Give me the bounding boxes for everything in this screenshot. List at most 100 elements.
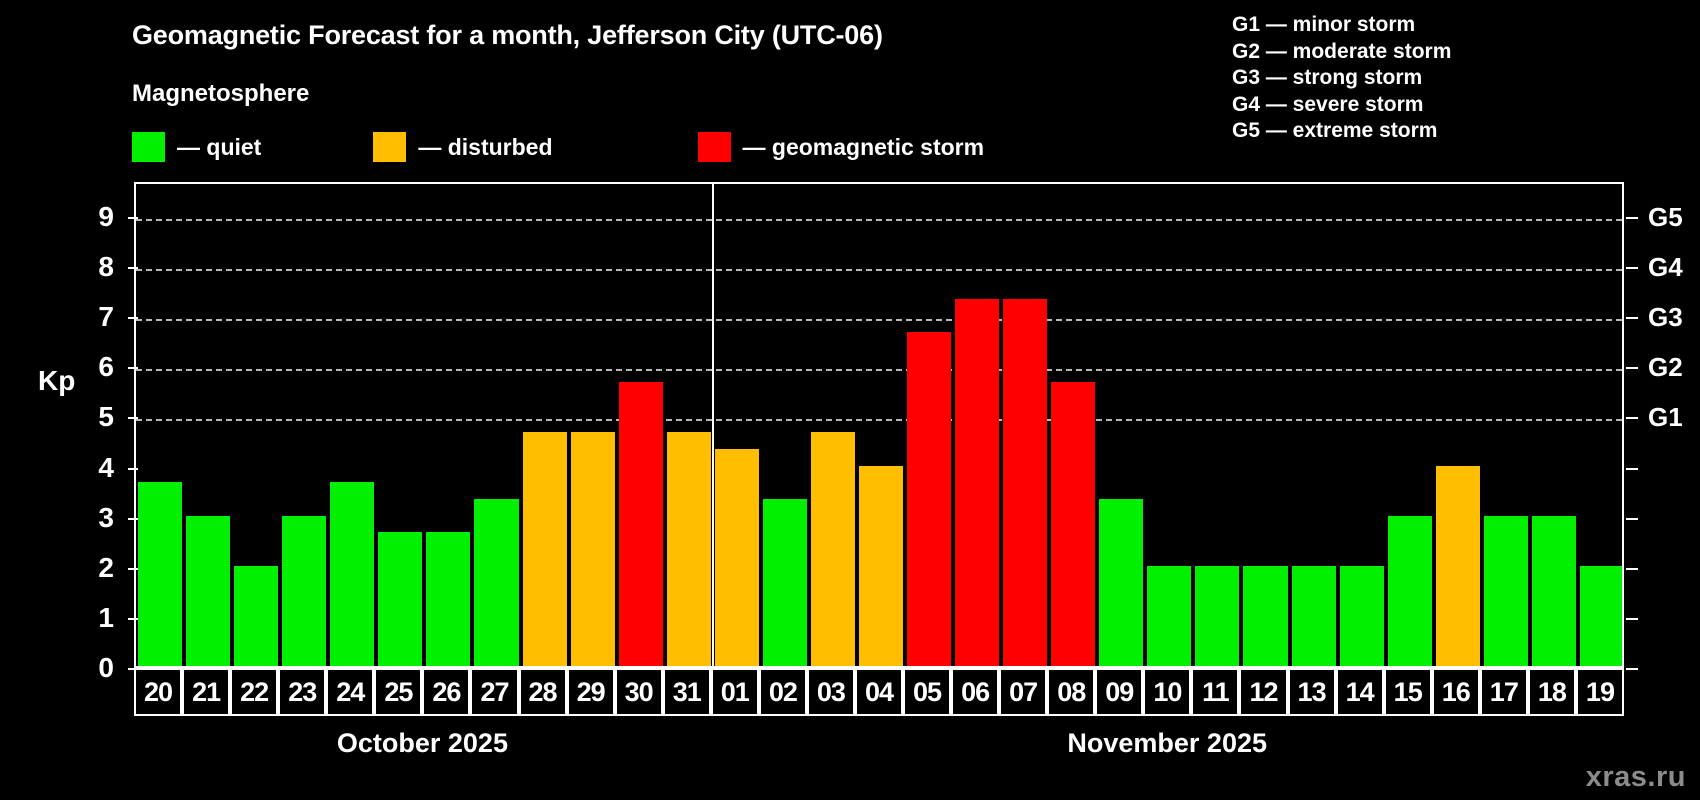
day-cell-31[interactable]: 31 [662, 668, 711, 716]
day-cell-25[interactable]: 25 [374, 668, 423, 716]
day-cell-09[interactable]: 09 [1095, 668, 1144, 716]
bar-day-10[interactable] [1147, 565, 1192, 666]
day-cell-22[interactable]: 22 [230, 668, 279, 716]
bar-day-23[interactable] [282, 515, 327, 666]
day-cell-11[interactable]: 11 [1191, 668, 1240, 716]
day-cell-07[interactable]: 07 [999, 668, 1048, 716]
color-legend: — quiet — disturbed — geomagnetic storm [132, 132, 984, 162]
y-tick-mark-8 [128, 267, 138, 270]
day-cell-04[interactable]: 04 [854, 668, 904, 716]
day-cell-26[interactable]: 26 [422, 668, 471, 716]
day-cell-18[interactable]: 18 [1527, 668, 1576, 716]
day-cell-10[interactable]: 10 [1143, 668, 1192, 716]
day-cell-15[interactable]: 15 [1383, 668, 1432, 716]
bar-day-27[interactable] [474, 499, 519, 666]
y-tick-label-6: 6 [98, 351, 114, 383]
bar-day-06[interactable] [955, 298, 1000, 666]
day-cell-14[interactable]: 14 [1335, 668, 1384, 716]
bar-day-19[interactable] [1579, 565, 1622, 666]
y-axis-title: Kp [38, 365, 76, 396]
day-cell-03[interactable]: 03 [806, 668, 855, 716]
bar-day-21[interactable] [186, 515, 231, 666]
g-axis-tick-kp-8 [1626, 267, 1638, 270]
y-tick-mark-2 [128, 567, 138, 570]
day-cell-02[interactable]: 02 [758, 668, 807, 716]
g-axis-tick-kp-5 [1626, 417, 1638, 420]
bar-day-14[interactable] [1339, 565, 1384, 666]
day-cell-12[interactable]: 12 [1239, 668, 1288, 716]
bar-day-09[interactable] [1099, 499, 1144, 666]
bar-day-16[interactable] [1435, 465, 1480, 666]
bar-day-24[interactable] [330, 482, 375, 666]
day-cell-23[interactable]: 23 [278, 668, 327, 716]
day-cell-05[interactable]: 05 [903, 668, 952, 716]
bar-day-04[interactable] [858, 465, 904, 666]
bar-day-22[interactable] [234, 565, 279, 666]
bar-day-30[interactable] [618, 381, 663, 666]
y-tick-mark-0 [128, 668, 138, 670]
y-tick-mark-1 [128, 617, 138, 620]
bar-day-03[interactable] [810, 432, 855, 666]
bar-day-31[interactable] [666, 432, 711, 666]
g-axis-tick-kp-0 [1626, 668, 1638, 670]
day-cell-16[interactable]: 16 [1431, 668, 1480, 716]
day-axis: 20 21 22 23 24 25 26 27 28 29 30 31 01 02 03 04 05 06 07 08… [134, 668, 1624, 716]
g-axis-label-G4: G4 [1648, 252, 1683, 283]
g-axis-tick-kp-6 [1626, 367, 1638, 370]
legend-item-disturbed: — disturbed [373, 132, 553, 162]
bar-day-17[interactable] [1483, 515, 1528, 666]
y-tick-label-0: 0 [98, 652, 114, 683]
day-cell-19[interactable]: 19 [1575, 668, 1624, 716]
legend-item-geomagneticstorm: — geomagnetic storm [697, 132, 985, 162]
bar-day-20[interactable] [138, 482, 183, 666]
g-axis-tick-kp-1 [1626, 617, 1638, 620]
storm-swatch [697, 132, 731, 162]
y-tick-label-4: 4 [98, 451, 114, 483]
bar-day-28[interactable] [522, 432, 567, 666]
bar-day-12[interactable] [1243, 565, 1288, 666]
day-cell-28[interactable]: 28 [518, 668, 567, 716]
g-legend-line-4: G4 — severe storm [1232, 92, 1424, 116]
g-legend-line-5: G5 — extreme storm [1232, 119, 1438, 142]
bar-day-08[interactable] [1051, 381, 1096, 666]
bar-day-15[interactable] [1387, 515, 1432, 666]
day-cell-24[interactable]: 24 [326, 668, 375, 716]
bar-day-25[interactable] [378, 532, 423, 666]
day-cell-20[interactable]: 20 [134, 668, 183, 716]
day-cell-29[interactable]: 29 [566, 668, 615, 716]
bar-day-01[interactable] [714, 449, 759, 666]
day-cell-06[interactable]: 06 [951, 668, 1000, 716]
bar-day-26[interactable] [426, 532, 471, 666]
disturbed-swatch [373, 132, 407, 162]
y-tick-mark-5 [128, 417, 138, 420]
gridline-kp-6 [136, 369, 1622, 372]
y-tick-mark-9 [128, 217, 138, 220]
bar-day-18[interactable] [1531, 515, 1576, 666]
bar-day-07[interactable] [1003, 298, 1048, 666]
y-tick-mark-6 [128, 367, 138, 370]
day-cell-21[interactable]: 21 [182, 668, 231, 716]
y-tick-label-7: 7 [98, 301, 114, 333]
bar-day-13[interactable] [1291, 565, 1336, 666]
legend-label: — geomagnetic storm [742, 134, 985, 160]
y-tick-mark-7 [128, 317, 138, 320]
g-axis-label-G1: G1 [1648, 402, 1683, 433]
day-cell-27[interactable]: 27 [470, 668, 519, 716]
day-cell-08[interactable]: 08 [1047, 668, 1096, 716]
bar-day-11[interactable] [1195, 565, 1240, 666]
day-cell-01[interactable]: 01 [710, 668, 759, 716]
g-axis-tick-kp-9 [1626, 217, 1638, 220]
page-title: Geomagnetic Forecast for a month, Jeffer… [132, 20, 883, 50]
g-axis-tick-kp-4 [1626, 467, 1638, 470]
g-scale-legend: G1 — minor storm G2 — moderate storm G3 — … [1232, 12, 1451, 145]
plot-area [134, 182, 1624, 668]
legend-label: — quiet [177, 134, 262, 160]
bar-day-29[interactable] [570, 432, 615, 666]
g-axis-label-G3: G3 [1648, 302, 1683, 333]
day-cell-13[interactable]: 13 [1287, 668, 1336, 716]
g-axis-tick-kp-2 [1626, 567, 1638, 570]
day-cell-30[interactable]: 30 [614, 668, 663, 716]
bar-day-02[interactable] [762, 499, 807, 666]
day-cell-17[interactable]: 17 [1479, 668, 1528, 716]
bar-day-05[interactable] [907, 331, 952, 666]
